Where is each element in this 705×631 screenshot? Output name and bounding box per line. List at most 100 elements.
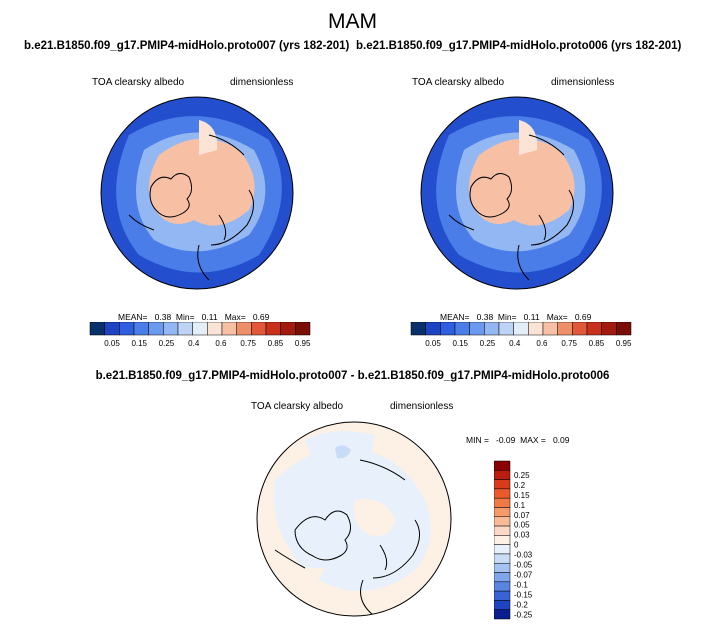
- mean-label: MEAN=: [118, 312, 148, 322]
- min-value: 0.11: [201, 312, 218, 322]
- panel2-variable-label: TOA clearsky albedo: [412, 77, 505, 88]
- colorbar-swatch: [494, 600, 511, 610]
- colorbar-swatch: [494, 497, 511, 508]
- colorbar-swatch: [557, 322, 573, 336]
- max-label: Max=: [546, 312, 568, 322]
- colorbar-tick-label: 0.25: [480, 339, 496, 348]
- min-value: -0.09: [496, 435, 516, 445]
- min-label: Min=: [497, 312, 517, 322]
- colorbar-swatch: [469, 322, 485, 336]
- colorbar-swatch: [484, 322, 500, 336]
- colorbar-swatch: [494, 479, 511, 490]
- panel1-polar-map: [100, 96, 294, 290]
- colorbar-swatch: [494, 535, 511, 545]
- colorbar-swatch: [494, 460, 511, 471]
- panel1-colorbar: 0.05 0.15 0.25 0.4 0.6 0.75 0.85 0.95: [89, 322, 311, 348]
- colorbar-swatch: [528, 322, 544, 336]
- panel3-units-label: dimensionless: [390, 401, 454, 412]
- max-value: 0.09: [552, 435, 570, 445]
- panel1-units-label: dimensionless: [230, 77, 294, 88]
- max-label: MAX =: [520, 435, 546, 445]
- mean-value: 0.38: [476, 312, 494, 322]
- max-value: 0.69: [252, 312, 270, 322]
- mean-label: MEAN=: [440, 312, 470, 322]
- panel2-units-label: dimensionless: [551, 77, 615, 88]
- colorbar-swatch: [513, 322, 529, 336]
- case1-title: b.e21.B1850.f09_g17.PMIP4-midHolo.proto0…: [24, 40, 350, 52]
- case2-title: b.e21.B1850.f09_g17.PMIP4-midHolo.proto0…: [356, 40, 682, 52]
- colorbar-swatch: [133, 322, 149, 336]
- colorbar-tick-label: 0.75: [561, 339, 577, 348]
- mean-value: 0.38: [154, 312, 172, 322]
- colorbar-swatch: [586, 322, 602, 336]
- min-label: MIN =: [466, 435, 489, 445]
- ice-field: [149, 138, 255, 226]
- colorbar-swatch: [616, 322, 632, 336]
- coastline-2: [359, 459, 420, 616]
- colorbar-tick-label: 0: [514, 541, 519, 550]
- coastline-3: [128, 214, 227, 241]
- colorbar-tick-label: 0.07: [514, 511, 530, 520]
- colorbar-swatch: [221, 322, 237, 336]
- ice-field-2: [519, 120, 538, 155]
- ice-field: [469, 138, 575, 226]
- panel3-colorbar: 0.250.20.150.10.070.050.030-0.03-0.05-0.…: [494, 460, 533, 620]
- panel3-variable-label: TOA clearsky albedo: [251, 401, 344, 412]
- colorbar-swatch: [494, 488, 511, 499]
- colorbar-swatch: [494, 507, 511, 518]
- colorbar-tick-label: -0.15: [514, 590, 533, 599]
- difference-title: b.e21.B1850.f09_g17.PMIP4-midHolo.proto0…: [95, 370, 610, 382]
- panel2-colorbar: 0.05 0.15 0.25 0.4 0.6 0.75 0.85 0.95: [410, 322, 632, 348]
- colorbar-tick-label: 0.4: [509, 339, 521, 348]
- panel3-stats: MIN = -0.09 MAX = 0.09: [466, 435, 570, 445]
- min-value: 0.11: [523, 312, 540, 322]
- colorbar-swatch: [280, 322, 296, 336]
- colorbar-swatch: [494, 590, 511, 601]
- colorbar-tick-label: 0.75: [240, 339, 256, 348]
- colorbar-tick-label: 0.05: [104, 339, 120, 348]
- colorbar-swatch: [236, 322, 252, 336]
- colorbar-tick-label: -0.03: [514, 551, 533, 560]
- colorbar-tick-label: -0.2: [514, 600, 528, 609]
- colorbar-swatch: [494, 609, 511, 620]
- colorbar-tick-label: 0.05: [514, 521, 530, 530]
- colorbar-swatch: [494, 572, 511, 583]
- colorbar-swatch: [494, 581, 511, 592]
- ice-field-2: [199, 120, 218, 155]
- max-value: 0.69: [574, 312, 592, 322]
- colorbar-swatch: [265, 322, 281, 336]
- colorbar-tick-label: 0.85: [589, 339, 605, 348]
- colorbar-swatch: [410, 322, 426, 336]
- colorbar-swatch: [542, 322, 558, 336]
- colorbar-swatch: [494, 525, 511, 536]
- coastline-3: [448, 214, 547, 241]
- pos-patch: [354, 499, 395, 536]
- panel1-variable-label: TOA clearsky albedo: [92, 77, 185, 88]
- colorbar-swatch: [163, 322, 179, 336]
- colorbar-swatch: [601, 322, 617, 336]
- colorbar-tick-label: -0.07: [514, 571, 533, 580]
- panel2-stats: MEAN= 0.38 Min= 0.11 Max= 0.69: [440, 312, 591, 322]
- colorbar-swatch: [440, 322, 456, 336]
- colorbar-tick-label: -0.25: [514, 610, 533, 619]
- colorbar-swatch: [192, 322, 208, 336]
- colorbar-tick-label: 0.6: [215, 339, 227, 348]
- colorbar-tick-label: 0.15: [131, 339, 147, 348]
- colorbar-swatch: [572, 322, 588, 336]
- colorbar-swatch: [104, 322, 120, 336]
- colorbar-tick-label: 0.4: [188, 339, 200, 348]
- colorbar-swatch: [498, 322, 514, 336]
- colorbar-tick-label: -0.05: [514, 561, 533, 570]
- colorbar-swatch: [494, 516, 511, 527]
- colorbar-tick-label: 0.85: [268, 339, 284, 348]
- colorbar-tick-label: 0.25: [514, 471, 530, 480]
- coastline-2: [517, 134, 574, 281]
- min-label: Min=: [175, 312, 195, 322]
- colorbar-swatch: [494, 562, 511, 573]
- colorbar-swatch: [89, 322, 105, 336]
- colorbar-swatch: [454, 322, 470, 336]
- coastline-2: [197, 134, 254, 281]
- colorbar-tick-label: 0.15: [514, 491, 530, 500]
- colorbar-swatch: [148, 322, 164, 336]
- colorbar-swatch: [119, 322, 135, 336]
